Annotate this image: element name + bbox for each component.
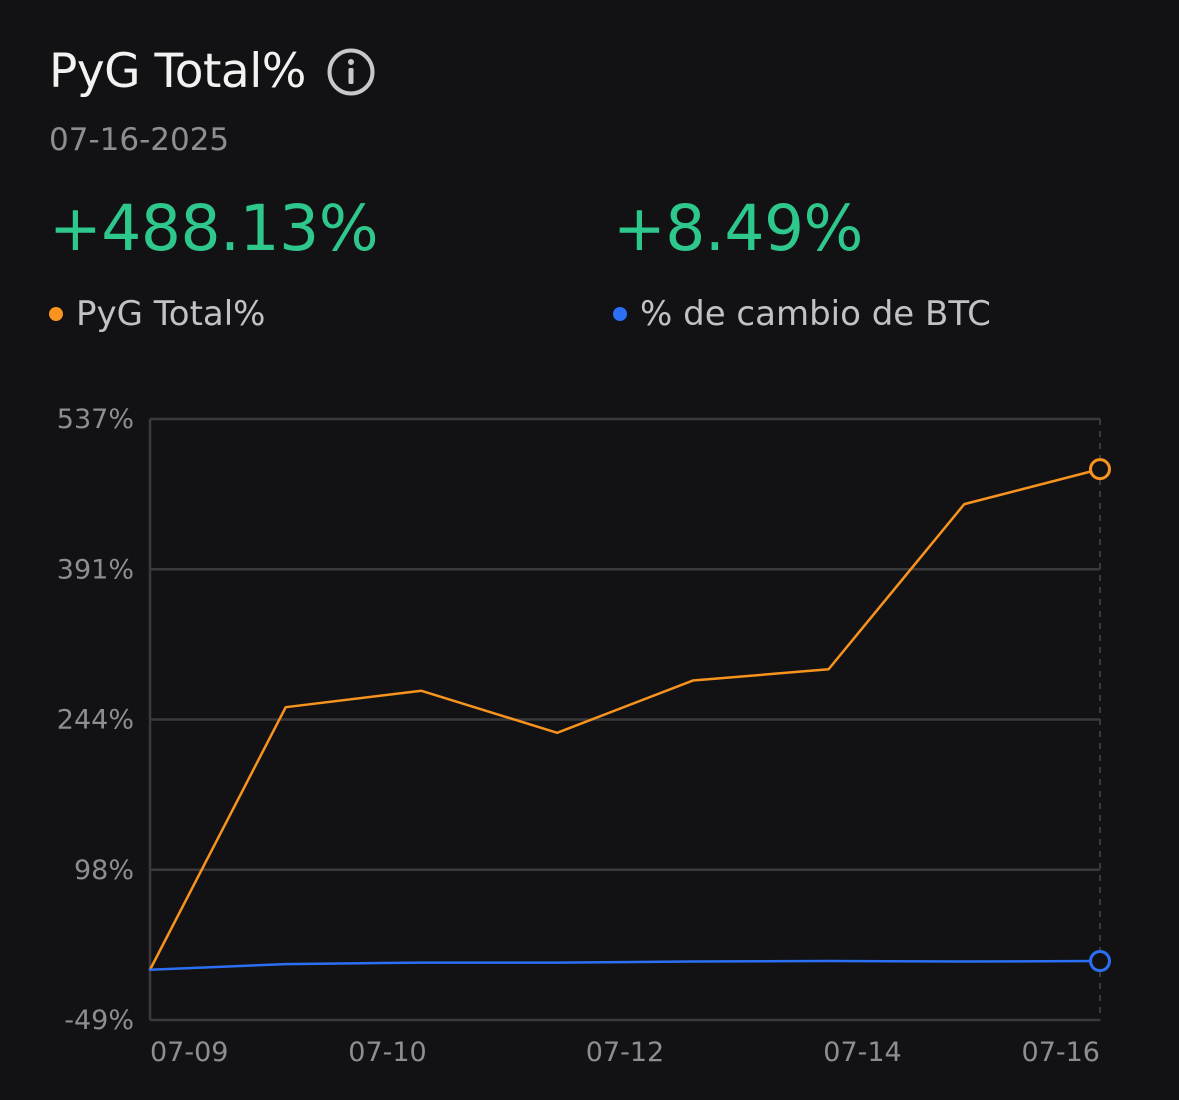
y-tick-label: -49%	[64, 1005, 134, 1036]
series-end-marker	[1089, 458, 1111, 481]
x-tick-label: 07-16	[1022, 1037, 1100, 1068]
y-tick-label: 244%	[57, 705, 134, 736]
legend-item-btc[interactable]: % de cambio de BTC	[613, 294, 991, 334]
x-tick-label: 07-09	[150, 1037, 228, 1068]
legend-label-btc: % de cambio de BTC	[640, 294, 991, 334]
date-label: 07-16-2025	[49, 122, 230, 158]
series-line-0	[148, 467, 1102, 971]
btc-change-value: +8.49%	[613, 192, 863, 265]
x-tick-label: 07-12	[586, 1037, 664, 1068]
y-tick-label: 391%	[57, 554, 134, 585]
x-tick-label: 07-14	[823, 1037, 901, 1068]
y-tick-label: 98%	[74, 855, 134, 886]
y-tick-label: 537%	[57, 404, 134, 435]
info-circle-icon[interactable]	[326, 47, 376, 97]
legend-dot-pyg	[49, 307, 63, 321]
series-line-1	[148, 959, 1102, 971]
legend-label-pyg: PyG Total%	[76, 294, 266, 334]
legend-dot-btc	[613, 307, 627, 321]
x-tick-label: 07-10	[348, 1037, 426, 1068]
legend-item-pyg[interactable]: PyG Total%	[49, 294, 266, 334]
pyg-total-value: +488.13%	[49, 192, 379, 265]
chart-title: PyG Total%	[49, 44, 306, 99]
chart-header: PyG Total%	[49, 44, 376, 99]
series-end-marker	[1089, 950, 1111, 973]
